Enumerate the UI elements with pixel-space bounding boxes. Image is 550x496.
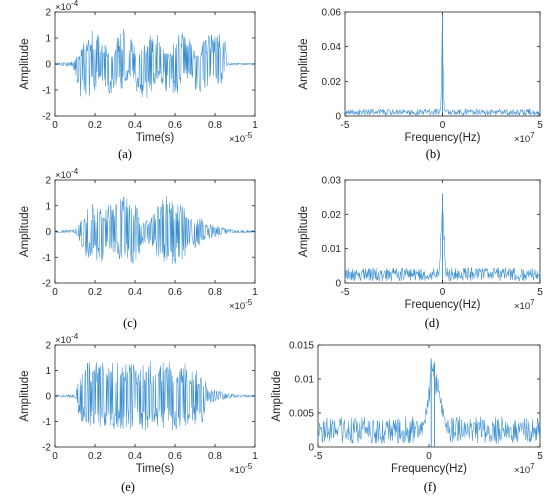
- y-tick-label: 0: [335, 279, 341, 290]
- x-tick-label: 5: [537, 451, 543, 462]
- x-tick-label: 0: [440, 287, 446, 298]
- y-tick-label: 0.06: [322, 8, 342, 19]
- series-line: [344, 19, 541, 116]
- x-tick-label: 0.8: [208, 287, 222, 298]
- panel-caption: (a): [118, 147, 132, 161]
- x-tick-label: 0: [440, 120, 446, 131]
- y-axis-label: Amplitude: [19, 38, 31, 89]
- x-tick-label: 0.6: [168, 451, 182, 462]
- y-tick-label: 0.015: [289, 341, 314, 352]
- series-line: [344, 207, 541, 282]
- y-tick-label: 0.03: [322, 176, 342, 187]
- x-tick-label: 0.6: [168, 120, 182, 131]
- axis-multiplier: ×10-4: [55, 332, 79, 346]
- y-tick-label: -2: [42, 443, 51, 454]
- y-tick-label: 0: [308, 443, 314, 454]
- y-axis-label: Amplitude: [298, 38, 310, 89]
- y-tick-label: 1: [45, 201, 51, 212]
- axis-multiplier: ×107: [514, 131, 535, 145]
- y-tick-label: 0.01: [295, 375, 315, 386]
- panel-caption: (f): [424, 480, 437, 494]
- panel-caption: (b): [426, 147, 441, 161]
- series-line: [54, 361, 256, 431]
- series-line: [54, 195, 256, 264]
- y-tick-label: -1: [42, 417, 51, 428]
- x-tick-label: 5: [537, 287, 543, 298]
- x-tick-label: 1: [252, 451, 258, 462]
- y-tick-label: -1: [42, 253, 51, 264]
- x-tick-label: 0.6: [168, 287, 182, 298]
- plot-area: [54, 11, 256, 117]
- axis-multiplier: ×10-5: [229, 131, 253, 145]
- y-tick-label: -1: [42, 86, 51, 97]
- chart-panel-a: 0 0.2 0.4 0.6 0.8 1 -2 -1 0 1 2 ×10-4 ×10-5 Time(s) Am…: [19, 0, 258, 161]
- x-tick-label: 0.2: [88, 287, 102, 298]
- x-tick-label: 1: [252, 120, 258, 131]
- panel-caption: (d): [425, 316, 440, 330]
- series-line: [317, 359, 541, 444]
- y-axis-label: Amplitude: [271, 370, 283, 421]
- chart-panel-d: -5 0 500.010.020.03×107Frequency(Hz)Amplit…: [298, 176, 543, 331]
- y-tick-label: -2: [42, 279, 51, 290]
- x-axis-label: Frequency(Hz): [404, 299, 480, 311]
- x-tick-label: 5: [537, 120, 543, 131]
- y-tick-label: 0.02: [322, 77, 342, 88]
- x-tick-label: 0.4: [128, 120, 142, 131]
- y-tick-label: 2: [45, 176, 51, 187]
- axis-multiplier: ×10-5: [229, 462, 253, 476]
- x-tick-label: -5: [314, 451, 323, 462]
- x-tick-label: 0.2: [88, 120, 102, 131]
- y-tick-label: 0: [335, 112, 341, 123]
- x-tick-label: 0: [52, 120, 58, 131]
- x-tick-label: 0: [426, 451, 432, 462]
- y-tick-label: 2: [45, 341, 51, 352]
- y-tick-label: 0: [45, 60, 51, 71]
- x-axis-label: Frequency(Hz): [404, 132, 480, 144]
- x-tick-label: 0.8: [208, 451, 222, 462]
- y-tick-label: 1: [45, 366, 51, 377]
- y-tick-label: 2: [45, 8, 51, 19]
- x-tick-label: 0.4: [128, 451, 142, 462]
- x-tick-label: 0.2: [88, 451, 102, 462]
- y-tick-label: 0.04: [322, 42, 342, 53]
- y-tick-label: 0: [45, 227, 51, 238]
- y-axis-label: Amplitude: [19, 370, 31, 421]
- x-tick-label: 0: [52, 451, 58, 462]
- x-tick-label: 0: [52, 287, 58, 298]
- x-axis-label: Time(s): [136, 463, 175, 475]
- y-tick-label: 0.005: [289, 409, 314, 420]
- panel-caption: (e): [121, 480, 135, 494]
- x-tick-label: -5: [341, 120, 350, 131]
- x-axis-label: Time(s): [136, 132, 175, 144]
- axis-multiplier: ×10-4: [55, 0, 79, 13]
- chart-panel-e: 0 0.2 0.4 0.6 0.8 1 -2 -1 0 1 2 ×10-4 ×10-5 Time(s) Am…: [19, 332, 258, 494]
- x-tick-label: -5: [341, 287, 350, 298]
- y-tick-label: 0: [45, 392, 51, 403]
- y-tick-label: -2: [42, 112, 51, 123]
- chart-panel-c: 0 0.2 0.4 0.6 0.8 1 -2 -1 0 1 2 ×10-4 ×10-5 Amplitude…: [19, 167, 258, 330]
- axis-multiplier: ×107: [514, 298, 535, 312]
- x-tick-label: 0.4: [128, 287, 142, 298]
- x-tick-label: 0.8: [208, 120, 222, 131]
- series-line: [54, 29, 256, 99]
- axis-multiplier: ×107: [514, 462, 535, 476]
- y-tick-label: 1: [45, 34, 51, 45]
- y-tick-label: 0.01: [322, 244, 342, 255]
- x-axis-label: Frequency(Hz): [391, 463, 467, 475]
- axis-multiplier: ×10-4: [55, 167, 79, 181]
- chart-panel-f: -5 0 500.0050.010.015×107Frequency(Hz)Ampl…: [271, 341, 543, 495]
- y-axis-label: Amplitude: [298, 206, 310, 257]
- y-axis-label: Amplitude: [19, 206, 31, 257]
- x-tick-label: 1: [252, 287, 258, 298]
- axis-multiplier: ×10-5: [229, 298, 253, 312]
- chart-panel-b: -5 0 500.020.040.06×107Frequency(Hz)Amplit…: [298, 8, 543, 162]
- y-tick-label: 0.02: [322, 210, 342, 221]
- panel-caption: (c): [123, 316, 137, 330]
